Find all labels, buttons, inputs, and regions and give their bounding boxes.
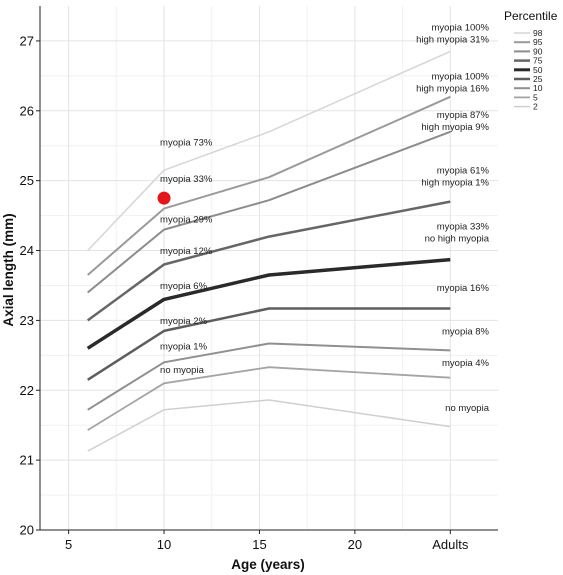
y-tick-label: 27 bbox=[20, 33, 34, 48]
series-line-p98 bbox=[87, 50, 451, 252]
annotation-age10: myopia 33% bbox=[160, 174, 213, 185]
series-line-p2 bbox=[87, 399, 451, 452]
annotation-adults: no high myopia bbox=[425, 234, 490, 245]
series-line-p95 bbox=[87, 95, 451, 276]
y-tick-label: 22 bbox=[20, 383, 34, 398]
series-line-p50 bbox=[86, 257, 451, 350]
annotation-adults: myopia 4% bbox=[442, 358, 490, 369]
y-tick-label: 21 bbox=[20, 453, 34, 468]
series-line-p75 bbox=[86, 200, 451, 322]
annotation-adults: myopia 87% bbox=[437, 110, 490, 121]
x-tick-label: 15 bbox=[252, 537, 266, 552]
x-axis-title: Age (years) bbox=[231, 557, 305, 572]
y-tick-label: 24 bbox=[20, 243, 34, 258]
annotation-adults: myopia 61% bbox=[437, 166, 490, 177]
annotation-adults: myopia 16% bbox=[437, 283, 490, 294]
x-tick-label: 5 bbox=[65, 537, 72, 552]
annotation-age10: no myopia bbox=[160, 365, 205, 376]
annotations: myopia 73% myopia 33% myopia 29% myopia 12%… bbox=[160, 22, 490, 414]
plot-area: 20 21 22 23 24 25 26 27 5 10 15 20 Adults bbox=[20, 6, 498, 552]
y-tick-label: 25 bbox=[20, 173, 34, 188]
annotation-adults: no myopia bbox=[445, 403, 490, 414]
series-line-p5 bbox=[87, 366, 451, 431]
legend-label-p75: 75 bbox=[533, 56, 543, 66]
legend-label-p5: 5 bbox=[533, 92, 538, 102]
legend-label-p98: 98 bbox=[533, 28, 543, 38]
legend-label-p25: 25 bbox=[533, 74, 543, 84]
legend-label-p50: 50 bbox=[533, 65, 543, 75]
annotation-age10: myopia 2% bbox=[160, 316, 208, 327]
x-tick-label: 10 bbox=[157, 537, 171, 552]
annotation-adults: high myopia 9% bbox=[421, 122, 489, 133]
y-axis-title: Axial length (mm) bbox=[1, 213, 16, 326]
y-tick-label: 23 bbox=[20, 313, 34, 328]
annotation-adults: high myopia 16% bbox=[416, 83, 489, 94]
annotation-adults: myopia 100% bbox=[431, 22, 489, 33]
legend-label-p2: 2 bbox=[533, 102, 538, 112]
legend-label-p90: 90 bbox=[533, 46, 543, 56]
legend-label-p10: 10 bbox=[533, 83, 543, 93]
annotation-adults: high myopia 31% bbox=[416, 34, 489, 45]
y-tick-label: 20 bbox=[20, 523, 34, 538]
annotation-age10: myopia 12% bbox=[160, 246, 213, 257]
annotation-adults: myopia 100% bbox=[431, 71, 489, 82]
x-tick-label: 20 bbox=[348, 537, 362, 552]
annotation-adults: myopia 8% bbox=[442, 326, 490, 337]
series-line-p25 bbox=[87, 307, 451, 381]
legend-title: Percentile bbox=[504, 9, 558, 23]
x-tick-label: Adults bbox=[432, 537, 469, 552]
annotation-age10: myopia 1% bbox=[160, 342, 208, 353]
series-line-p10 bbox=[87, 342, 451, 411]
annotation-age10: myopia 73% bbox=[160, 138, 213, 149]
series-line-p90 bbox=[87, 130, 451, 294]
annotation-adults: myopia 33% bbox=[437, 222, 490, 233]
highlight-point bbox=[157, 191, 171, 205]
legend-label-p95: 95 bbox=[533, 37, 543, 47]
y-tick-label: 26 bbox=[20, 103, 34, 118]
annotation-age10: myopia 29% bbox=[160, 215, 213, 226]
annotation-adults: high myopia 1% bbox=[421, 178, 489, 189]
annotation-age10: myopia 6% bbox=[160, 281, 208, 292]
